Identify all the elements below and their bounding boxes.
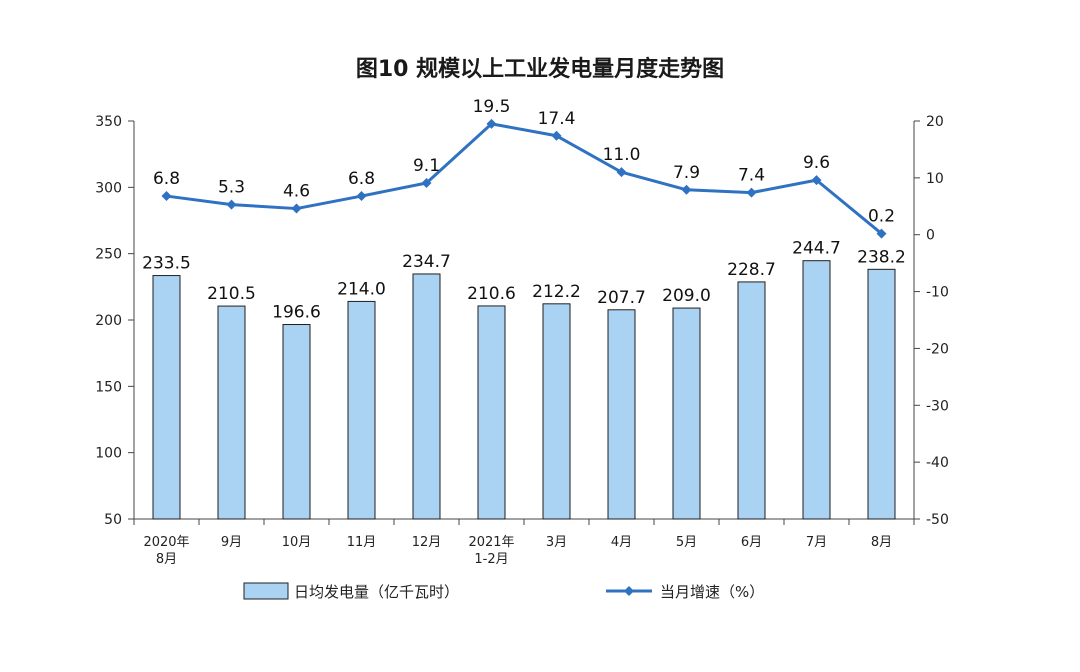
- line-point: [356, 191, 367, 202]
- axes: 50 100 150 200 250 300 350 -50 -40 -30 -20 -10 0 10 20…: [95, 114, 949, 567]
- line-point: [746, 187, 757, 198]
- line-point: [291, 203, 302, 214]
- x-tick-label: 11月: [347, 535, 377, 550]
- line-data-label: 7.4: [738, 166, 765, 186]
- bar-data-label: 233.5: [142, 254, 191, 274]
- bar: [672, 307, 701, 520]
- line-data-label: 0.2: [868, 207, 895, 227]
- bar-data-label: 244.7: [792, 239, 841, 259]
- bar-data-label: 212.2: [532, 282, 581, 302]
- line-point: [486, 118, 497, 129]
- line-point: [421, 177, 432, 188]
- line-data-label: 9.1: [413, 156, 440, 176]
- line-data-label: 17.4: [538, 109, 576, 129]
- line-data-label: 6.8: [153, 169, 180, 189]
- y-right-tick-label: -10: [926, 285, 949, 301]
- line-point: [616, 167, 627, 178]
- x-tick-label: 5月: [676, 535, 697, 550]
- bar-data-label: 234.7: [402, 252, 451, 272]
- x-tick-label: 8月: [871, 535, 892, 550]
- bar: [217, 305, 246, 520]
- x-tick-label: 2021年: [468, 535, 514, 550]
- y-right-tick-label: 20: [926, 114, 944, 130]
- x-tick-label: 10月: [282, 535, 312, 550]
- series-line: [166, 122, 883, 235]
- legend-label-bar: 日均发电量（亿千瓦时）: [294, 583, 459, 601]
- y-left-tick-label: 100: [95, 446, 122, 462]
- bar: [412, 273, 441, 520]
- x-tick-label: 12月: [412, 535, 442, 550]
- y-left-tick-label: 300: [95, 180, 122, 196]
- y-left-tick-label: 150: [95, 379, 122, 395]
- y-right-tick-label: -40: [926, 455, 949, 471]
- bar-data-label: 238.2: [857, 247, 906, 267]
- line-data-label: 6.8: [348, 169, 375, 189]
- bar: [152, 275, 181, 520]
- x-tick-label: 9月: [221, 535, 242, 550]
- line-point: [551, 130, 562, 141]
- bar-data-label: 210.5: [207, 284, 256, 304]
- bar-data-label: 209.0: [662, 286, 711, 306]
- y-left-tick-label: 250: [95, 247, 122, 263]
- line-data-label: 4.6: [283, 182, 310, 202]
- chart-title: 图10 规模以上工业发电量月度走势图: [356, 56, 724, 82]
- y-right-tick-label: 10: [926, 171, 944, 187]
- line-data-label: 11.0: [603, 145, 641, 165]
- y-right-tick-label: -50: [926, 512, 949, 528]
- line-data-label: 5.3: [218, 178, 245, 198]
- bar: [282, 324, 311, 520]
- x-tick-label: 1-2月: [474, 552, 508, 567]
- y-left-tick-label: 200: [95, 313, 122, 329]
- bar: [737, 281, 766, 520]
- bar: [347, 300, 376, 520]
- line-point: [811, 175, 822, 186]
- bar-data-label: 228.7: [727, 260, 776, 280]
- bar: [802, 260, 831, 520]
- y-left-tick-label: 350: [95, 114, 122, 130]
- line-data-label: 19.5: [473, 97, 511, 117]
- line-data-label: 7.9: [673, 163, 700, 183]
- bar: [607, 309, 636, 520]
- bar: [867, 268, 896, 520]
- line-point: [226, 199, 237, 210]
- line-point: [161, 191, 172, 202]
- legend-label-line: 当月增速（%）: [660, 583, 764, 601]
- y-right-tick-label: 0: [926, 228, 935, 244]
- x-tick-label: 7月: [806, 535, 827, 550]
- line-series: 6.8 5.3 4.6 6.8 9.1 19.5 17.4 11.0 7.9 7.4 9.6 0.2: [153, 97, 895, 239]
- x-tick-label: 6月: [741, 535, 762, 550]
- legend-swatch-marker: [624, 586, 634, 596]
- x-tick-label: 8月: [156, 552, 177, 567]
- line-point: [876, 228, 887, 239]
- x-tick-label: 3月: [546, 535, 567, 550]
- legend: 日均发电量（亿千瓦时） 当月增速（%）: [243, 582, 764, 601]
- line-data-label: 9.6: [803, 153, 830, 173]
- bar-series: 233.5 210.5 196.6 214.0 234.7 210.6 212.2 207.7…: [142, 239, 906, 520]
- bar-data-label: 207.7: [597, 288, 646, 308]
- y-right-tick-label: -20: [926, 341, 949, 357]
- bar: [477, 305, 506, 520]
- x-tick-label: 4月: [611, 535, 632, 550]
- bar-data-label: 214.0: [337, 279, 386, 299]
- x-tick-label: 2020年: [143, 535, 189, 550]
- bar-data-label: 196.6: [272, 303, 321, 323]
- y-right-tick-label: -30: [926, 398, 949, 414]
- y-left-tick-label: 50: [104, 512, 122, 528]
- line-point: [681, 184, 692, 195]
- legend-swatch-bar: [243, 582, 289, 600]
- bar-data-label: 210.6: [467, 284, 516, 304]
- bar: [542, 303, 571, 520]
